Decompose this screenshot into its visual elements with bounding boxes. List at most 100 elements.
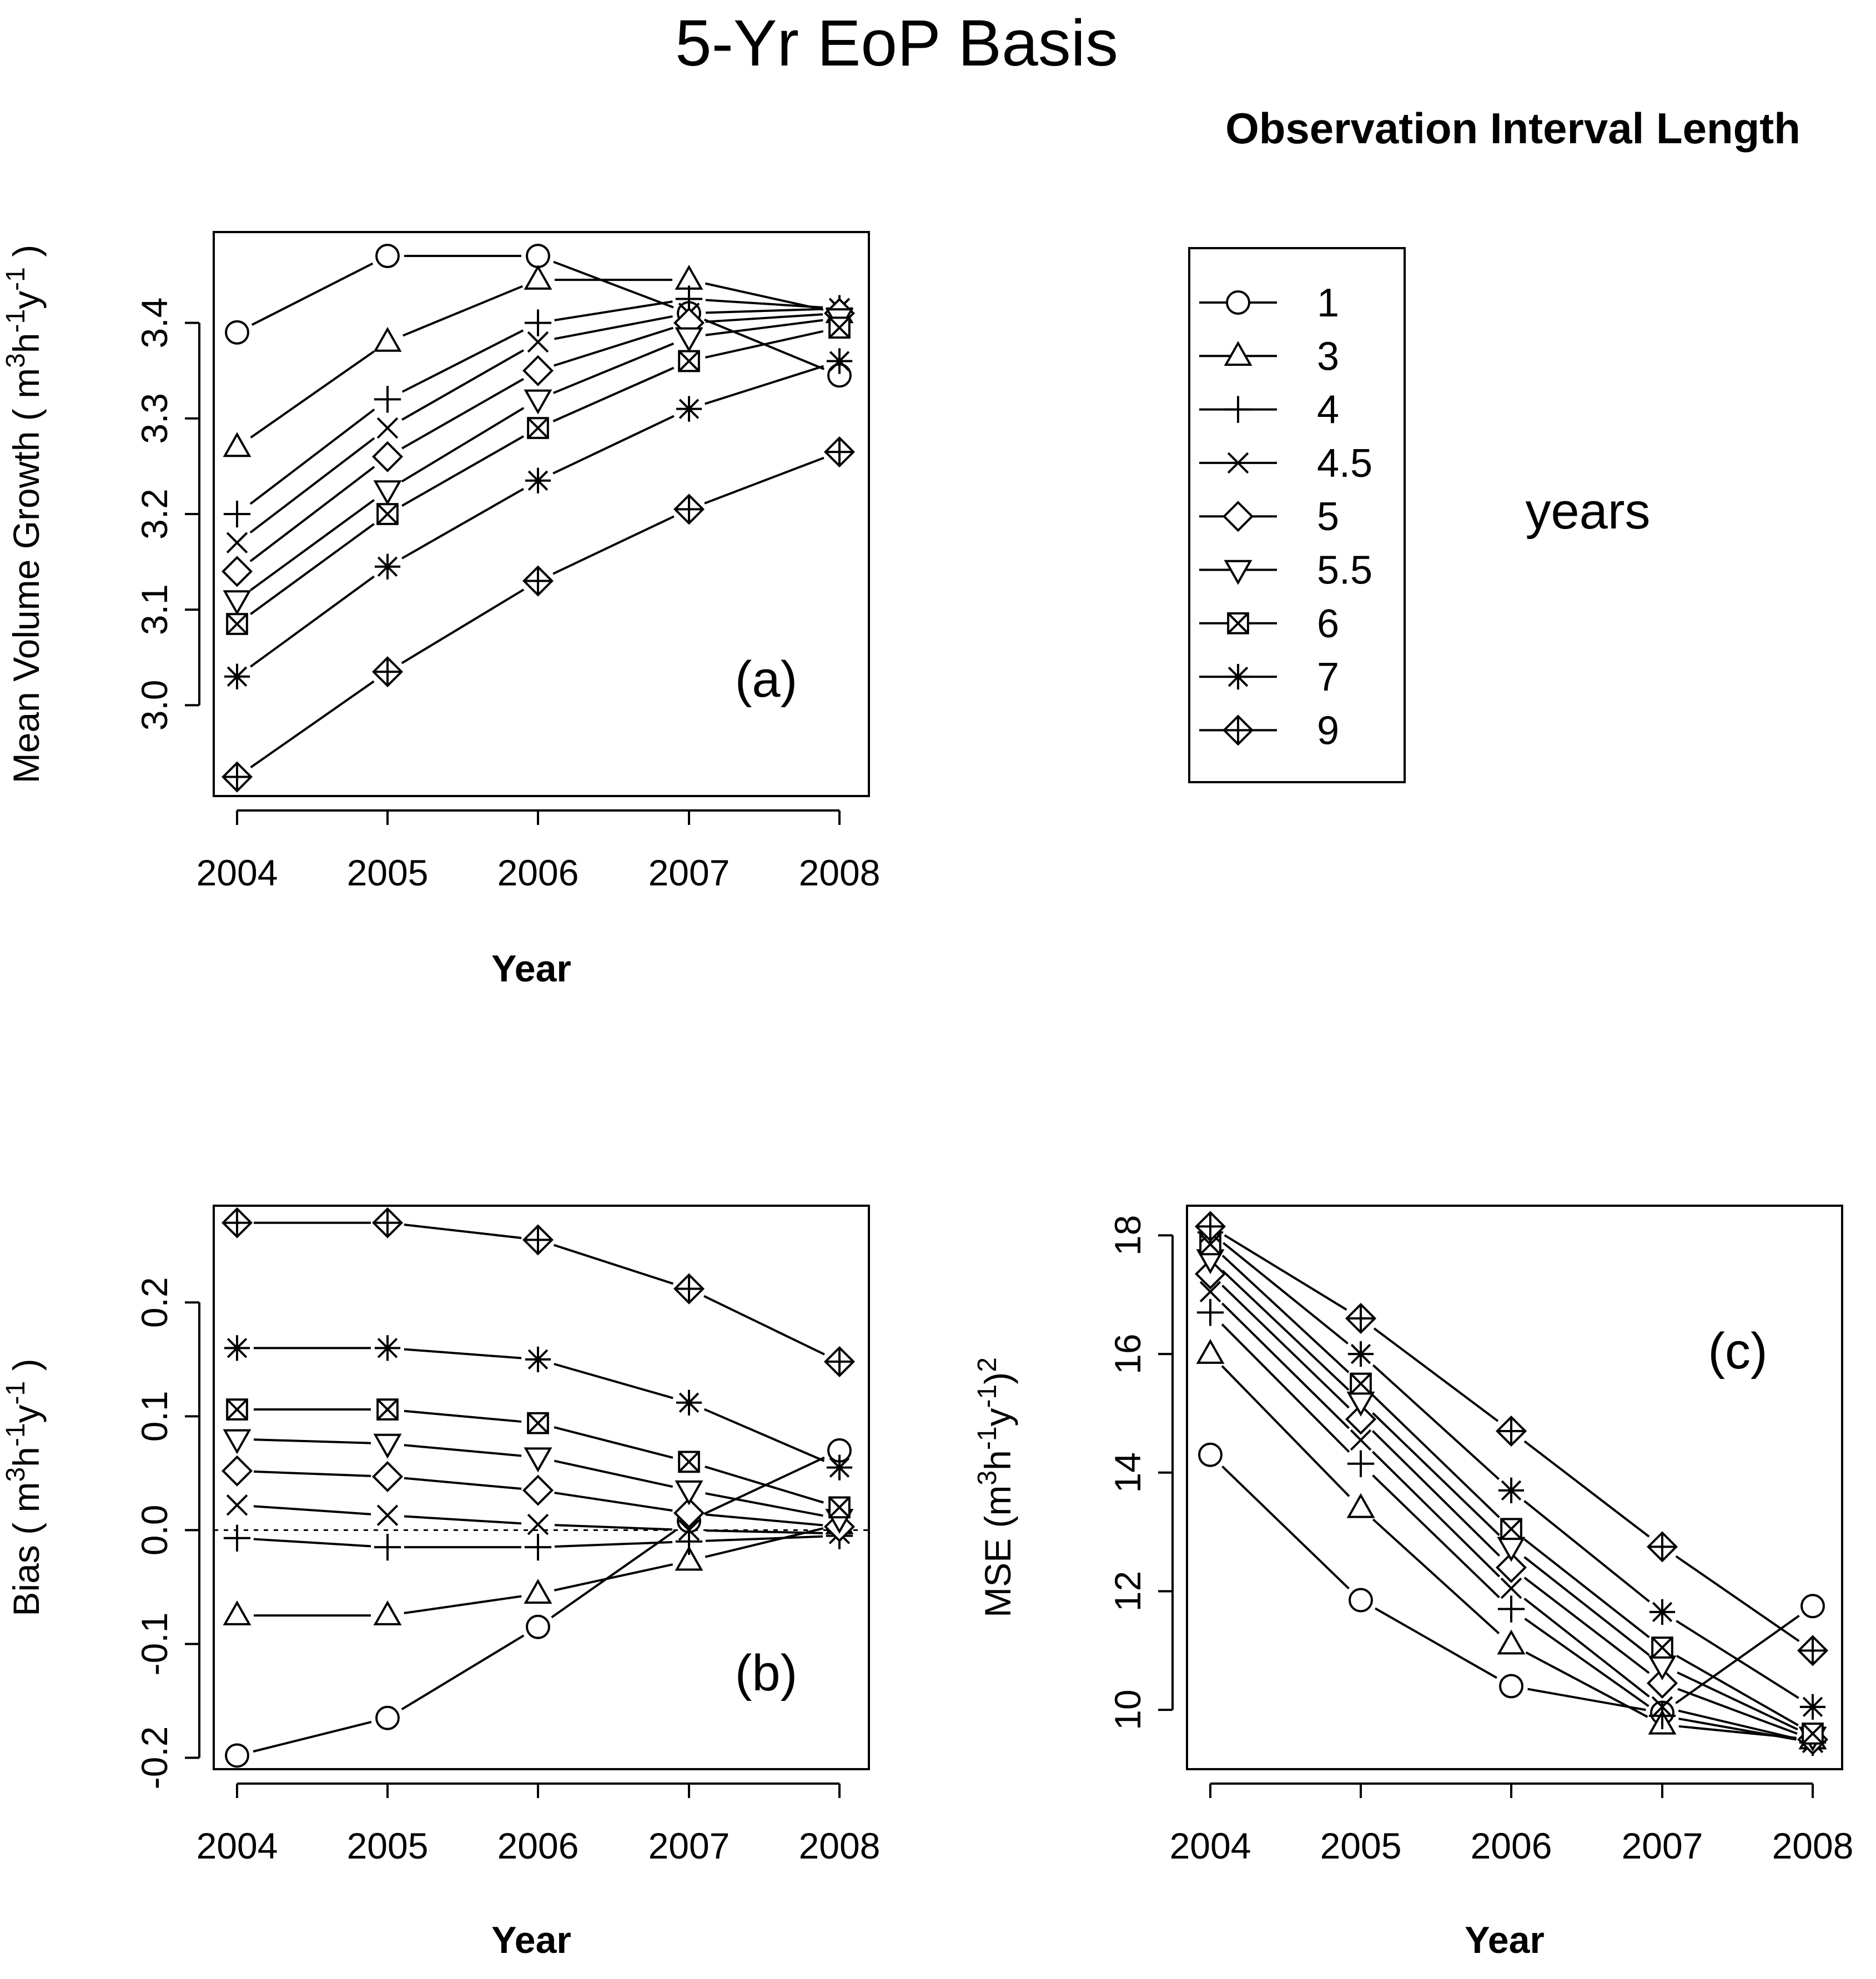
figure-title: 5-Yr EoP Basis xyxy=(675,7,1118,80)
legend-entry-5.5: 5.5 xyxy=(1199,548,1372,593)
series-1-segment xyxy=(1375,1607,1497,1679)
y-tick-label: 3.1 xyxy=(134,584,175,635)
series-7-segment xyxy=(1676,1620,1799,1699)
series-7-segment xyxy=(401,487,524,560)
point-5.5-2004 xyxy=(223,1429,252,1454)
point-7-2008 xyxy=(1799,1694,1826,1720)
series-4-segment xyxy=(554,300,673,321)
series-4.5-segment xyxy=(1523,1598,1650,1698)
panel-label: (b) xyxy=(735,1645,797,1701)
point-5-2006 xyxy=(522,1474,554,1506)
point-5-2004 xyxy=(221,556,253,587)
legend-label: 3 xyxy=(1317,334,1339,379)
point-4.5-2006 xyxy=(1500,1577,1522,1599)
point-1-2006 xyxy=(526,1614,550,1639)
y-tick-label: 18 xyxy=(1107,1215,1148,1256)
point-7-2005 xyxy=(374,553,401,580)
point-5.5-2007 xyxy=(675,1480,703,1505)
series-4.5-segment xyxy=(249,437,375,534)
series-4-segment xyxy=(253,1538,371,1548)
point-7-2007 xyxy=(1649,1599,1676,1625)
point-4.5-2004 xyxy=(226,532,248,553)
legend-units: years xyxy=(1526,483,1651,540)
point-4-2004 xyxy=(223,500,251,528)
x-axis-title: Year xyxy=(491,948,571,990)
point-5.5-2005 xyxy=(373,480,402,506)
point-7-2006 xyxy=(1498,1477,1525,1503)
y-tick-label: 3.3 xyxy=(134,393,175,444)
series-4-segment xyxy=(1221,1323,1350,1453)
series-5-segment xyxy=(554,1492,673,1512)
series-6-segment xyxy=(1221,1255,1350,1373)
point-4.5-2004 xyxy=(1199,1281,1221,1303)
point-6-2008 xyxy=(828,316,851,339)
series-4-segment xyxy=(1678,1718,1797,1741)
y-tick-label: 14 xyxy=(1107,1452,1148,1493)
x-tick-label: 2005 xyxy=(347,852,429,893)
series-1-segment xyxy=(253,1721,372,1753)
point-9-2005 xyxy=(371,656,404,688)
series-4.5-segment xyxy=(1221,1302,1350,1429)
series-4.5-segment xyxy=(554,315,673,340)
series-4-segment xyxy=(1372,1474,1500,1599)
point-1-2004 xyxy=(225,1743,249,1768)
series-5-segment xyxy=(1523,1577,1650,1674)
point-4.5-2004 xyxy=(226,1494,248,1516)
point-3-2006 xyxy=(524,264,552,290)
legend-label: 1 xyxy=(1317,281,1339,325)
y-tick-label: 10 xyxy=(1107,1689,1148,1730)
point-7-2008 xyxy=(826,1454,853,1481)
series-5-segment xyxy=(253,1470,371,1477)
point-3-2006 xyxy=(524,1579,552,1604)
point-5.5-2005 xyxy=(373,1433,402,1459)
legend-entry-1: 1 xyxy=(1199,281,1339,325)
series-4.5-segment xyxy=(1371,1451,1501,1578)
point-5-2006 xyxy=(522,355,554,386)
x-tick-label: 2008 xyxy=(1772,1825,1854,1866)
x-tick-label: 2006 xyxy=(1471,1825,1552,1866)
point-6-2006 xyxy=(1500,1518,1522,1540)
series-9-segment xyxy=(703,1295,825,1356)
point-4.5-2005 xyxy=(376,1504,399,1527)
legend-marker-4.5 xyxy=(1227,452,1249,474)
series-5-segment xyxy=(1677,1688,1798,1735)
x-tick-label: 2006 xyxy=(497,852,579,893)
point-1-2008 xyxy=(1800,1594,1825,1619)
series-5-segment xyxy=(553,326,674,367)
series-5.5-segment xyxy=(253,1438,371,1444)
legend-label: 4 xyxy=(1317,388,1339,432)
point-4.5-2005 xyxy=(376,417,399,439)
point-5.5-2006 xyxy=(1497,1537,1526,1562)
panel-c: 2004 2005 2006 2007 2008 10 12 14 16 18 Year MSE (m… xyxy=(973,1205,1854,1961)
point-4-2004 xyxy=(1196,1299,1224,1326)
series-4-segment xyxy=(705,299,823,309)
point-3-2006 xyxy=(1497,1629,1526,1655)
series-4.5-segment xyxy=(253,1505,371,1515)
panel-a: 2004 2005 2006 2007 2008 3.0 3.1 3.2 3.3 3.4 Year M… xyxy=(1,231,880,990)
series-1-segment xyxy=(401,1634,525,1710)
point-1-2005 xyxy=(375,1705,400,1730)
series-7-segment xyxy=(703,1408,825,1462)
legend-marker-4 xyxy=(1224,396,1252,423)
point-6-2005 xyxy=(376,503,399,525)
legend-label: 5 xyxy=(1317,495,1339,539)
point-9-2006 xyxy=(522,565,554,597)
series-6-segment xyxy=(552,366,675,422)
point-5.5-2007 xyxy=(675,327,703,353)
series-9-segment xyxy=(552,515,675,575)
point-6-2007 xyxy=(1651,1636,1673,1659)
point-6-2008 xyxy=(1802,1723,1824,1745)
legend: 1 3 4 4.5 5 5.5 6 7 9 xyxy=(1188,247,1406,783)
point-5.5-2004 xyxy=(223,590,252,616)
x-tick-label: 2005 xyxy=(347,1825,429,1866)
point-9-2006 xyxy=(1495,1415,1527,1447)
series-7-segment xyxy=(1523,1500,1650,1603)
legend-entry-5: 5 xyxy=(1199,495,1339,539)
series-5-segment xyxy=(1221,1285,1350,1409)
point-6-2005 xyxy=(1350,1372,1372,1395)
point-5-2007 xyxy=(673,1497,705,1529)
legend-marker-5.5 xyxy=(1224,560,1253,585)
y-axis-title: Bias ( m3h-1y-1 ) xyxy=(1,1358,47,1616)
series-4-segment xyxy=(401,329,524,393)
legend-label: 5.5 xyxy=(1317,548,1372,593)
